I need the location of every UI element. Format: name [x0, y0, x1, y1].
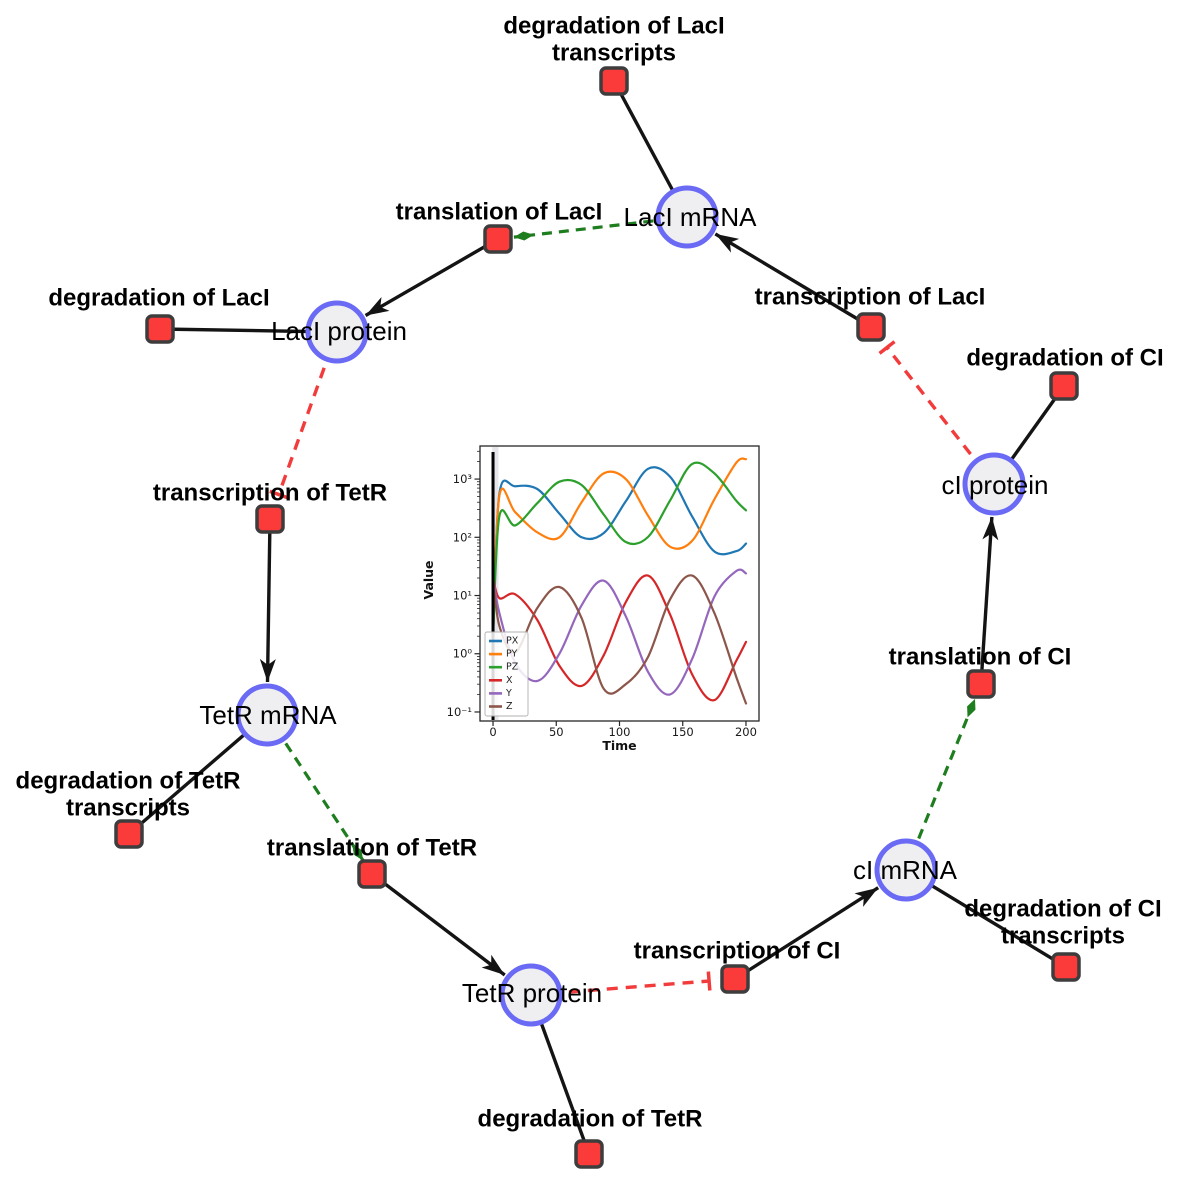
reaction-label-deg-tetr-transcripts: transcripts — [66, 795, 190, 822]
labels-layer: degradation of LacItranscriptstranslatio… — [16, 13, 1164, 1133]
reaction-label-deg-ci-transcripts: degradation of CI — [964, 896, 1161, 923]
inset-plot: PX PY PZ XYZ — [479, 445, 760, 722]
reaction-label-translation-laci: translation of LacI — [396, 199, 603, 226]
series-line-PZ — [491, 461, 748, 638]
reaction-node-translation-tetr[interactable] — [357, 859, 387, 889]
x-tick-label: 100 — [609, 725, 631, 739]
reaction-label-deg-tetr-transcripts: degradation of TetR — [16, 768, 241, 795]
x-tick-label: 50 — [549, 725, 564, 739]
y-tick-label: 10⁻¹ — [447, 705, 472, 719]
reaction-nodes-layer — [114, 66, 1081, 1169]
reaction-node-deg-tetr[interactable] — [574, 1139, 604, 1169]
species-node-laci-mrna[interactable] — [655, 185, 719, 249]
species-label-ci-protein: cI protein — [942, 470, 1049, 500]
reaction-label-deg-laci: degradation of LacI — [48, 285, 269, 312]
legend-entry-Z: Z — [506, 701, 513, 712]
species-label-ci-mrna: cI mRNA — [853, 855, 958, 885]
reaction-label-deg-laci-transcripts: transcripts — [552, 40, 676, 67]
series-line-PY — [491, 457, 748, 638]
reaction-label-deg-tetr: degradation of TetR — [478, 1106, 703, 1133]
x-tick-label: 200 — [735, 725, 757, 739]
y-tick-label: 10⁰ — [453, 647, 473, 661]
species-label-laci-mrna: LacI mRNA — [624, 202, 758, 232]
plot-axes: 0 50 100 150 200 10³ 10² 10¹ 10⁰ 10⁻¹ Time Value — [421, 450, 757, 753]
edge-transcription-tetr-to-tetr-mrna — [259, 518, 276, 683]
series-line-X — [491, 574, 748, 702]
plot-legend: PX PY PZ XYZ — [484, 631, 529, 717]
species-label-tetr-protein: TetR protein — [462, 978, 602, 1008]
edge-ci-mrna-to-translation-ci — [904, 698, 977, 871]
reaction-label-translation-tetr: translation of TetR — [267, 835, 477, 862]
reaction-label-transcription-ci: transcription of CI — [634, 938, 841, 965]
reaction-node-deg-ci[interactable] — [1049, 371, 1079, 401]
x-tick-label: 0 — [489, 725, 496, 739]
reaction-node-deg-laci-transcripts[interactable] — [599, 66, 629, 96]
series-line-PX — [491, 466, 748, 638]
reaction-label-deg-ci-transcripts: transcripts — [1001, 923, 1125, 950]
edge-transcription-ci-to-ci-mrna — [734, 886, 880, 981]
x-axis-title: Time — [602, 738, 636, 753]
species-node-tetr-mrna[interactable] — [235, 683, 299, 747]
species-node-ci-protein[interactable] — [962, 452, 1026, 516]
species-node-tetr-protein[interactable] — [499, 963, 563, 1027]
edge-translation-laci-to-laci-protein — [364, 237, 499, 317]
reaction-label-deg-laci-transcripts: degradation of LacI — [503, 13, 724, 40]
legend-entry-PY: PY — [506, 649, 518, 660]
species-label-tetr-mrna: TetR mRNA — [199, 700, 337, 730]
reaction-node-transcription-tetr[interactable] — [255, 504, 285, 534]
legend-entry-Y: Y — [505, 688, 512, 699]
reaction-node-deg-laci[interactable] — [145, 314, 175, 344]
y-tick-label: 10¹ — [453, 589, 472, 603]
reaction-node-translation-ci[interactable] — [966, 669, 996, 699]
species-node-laci-protein[interactable] — [305, 300, 369, 364]
x-tick-label: 150 — [672, 725, 694, 739]
y-tick-label: 10³ — [453, 472, 473, 486]
edge-laci-mrna-to-translation-laci — [513, 215, 688, 241]
reaction-node-translation-laci[interactable] — [483, 224, 513, 254]
y-tick-label: 10² — [453, 530, 472, 544]
species-label-laci-protein: LacI protein — [271, 316, 407, 346]
legend-entry-PZ: PZ — [506, 662, 519, 673]
reaction-label-deg-ci: degradation of CI — [966, 345, 1163, 372]
reaction-node-transcription-ci[interactable] — [720, 964, 750, 994]
species-nodes-layer — [235, 185, 1026, 1027]
reaction-label-transcription-tetr: transcription of TetR — [153, 480, 387, 507]
edge-transcription-laci-to-laci-mrna — [714, 232, 872, 329]
reaction-node-deg-tetr-transcripts[interactable] — [114, 819, 144, 849]
species-node-ci-mrna[interactable] — [874, 838, 938, 902]
edge-translation-tetr-to-tetr-protein — [370, 872, 506, 977]
reaction-node-deg-ci-transcripts[interactable] — [1051, 952, 1081, 982]
reaction-label-translation-ci: translation of CI — [889, 644, 1072, 671]
edge-tetr-mrna-to-translation-tetr — [265, 714, 365, 862]
legend-entry-X: X — [506, 675, 513, 686]
edge-translation-ci-to-ci-protein — [979, 516, 999, 685]
legend-entry-PX: PX — [506, 636, 519, 647]
reaction-node-transcription-laci[interactable] — [856, 312, 886, 342]
y-axis-title: Value — [421, 560, 436, 599]
reaction-label-transcription-laci: transcription of LacI — [755, 284, 986, 311]
